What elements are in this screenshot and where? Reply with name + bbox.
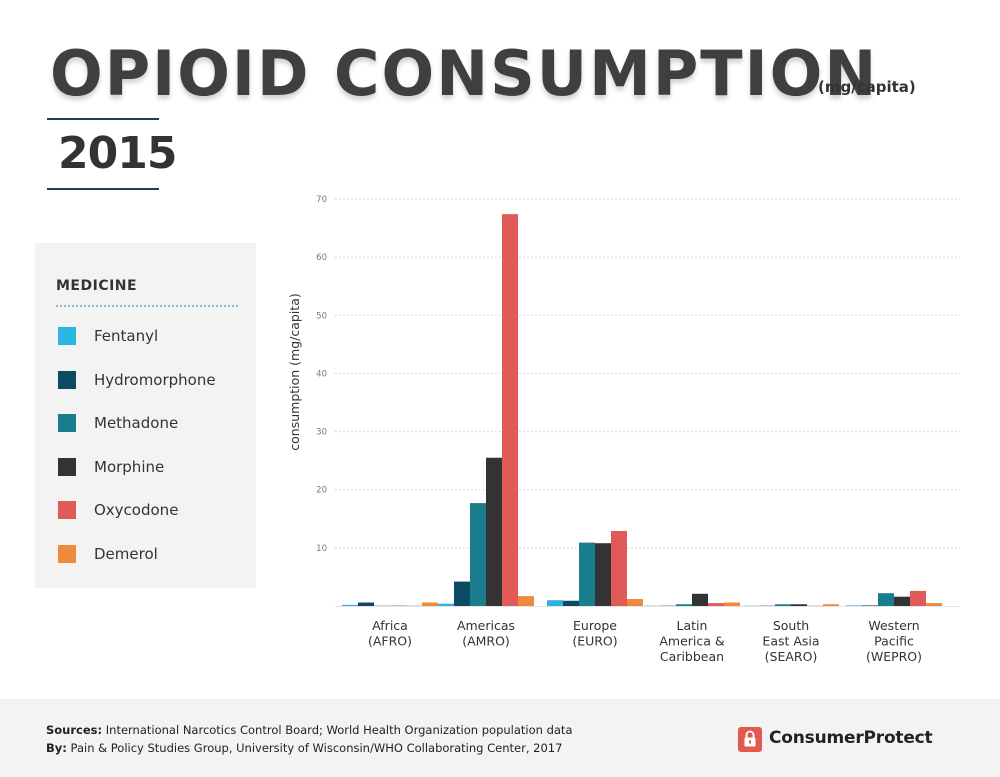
sources-line: Sources: International Narcotics Control… — [46, 723, 573, 737]
bar-hydromorphone — [862, 605, 878, 606]
x-category-label: (WEPRO) — [866, 649, 922, 664]
bar-demerol — [823, 604, 839, 606]
x-category-label: East Asia — [762, 634, 819, 649]
x-category-label: Africa — [372, 618, 408, 633]
legend-label: Morphine — [94, 457, 165, 476]
bar-oxycodone — [611, 530, 627, 606]
legend-title: MEDICINE — [56, 278, 138, 294]
bar-oxycodone — [708, 603, 724, 606]
bar-morphine — [595, 543, 611, 606]
y-tick-label: 10 — [316, 544, 327, 554]
sources-label: Sources: — [46, 723, 103, 737]
legend-swatch — [58, 501, 76, 520]
bar-fentanyl — [438, 603, 454, 606]
x-category-label: South — [773, 618, 809, 633]
bar-hydromorphone — [358, 602, 374, 606]
x-category-label: Caribbean — [660, 649, 724, 664]
bar-methadone — [775, 604, 791, 606]
legend-label: Methadone — [94, 414, 179, 433]
chart-title: OPIOID CONSUMPTION — [50, 37, 879, 110]
bar-chart: 10 20 30 40 50 60 70 consumption (mg/capita) Afr… — [287, 195, 960, 664]
bar-demerol — [627, 599, 643, 606]
x-category-label: Europe — [573, 618, 617, 633]
legend-divider — [56, 305, 238, 307]
bar-fentanyl — [342, 604, 358, 606]
x-category-label: Americas — [457, 618, 515, 633]
bar-methadone — [579, 542, 595, 606]
x-category-label: (AFRO) — [368, 634, 412, 649]
bar-demerol — [724, 602, 740, 606]
footer: Sources: International Narcotics Control… — [0, 699, 1000, 777]
y-tick-label: 70 — [316, 195, 327, 205]
bar-oxycodone — [910, 590, 926, 606]
x-category-label: (SEARO) — [765, 649, 818, 664]
bar-morphine — [692, 593, 708, 606]
x-category-label: (EURO) — [572, 634, 617, 649]
legend-label: Hydromorphone — [94, 370, 216, 389]
sources-text: International Narcotics Control Board; W… — [102, 723, 573, 737]
legend-swatch — [58, 370, 76, 389]
legend-swatch — [58, 457, 76, 476]
y-tick-label: 60 — [316, 253, 327, 263]
legend-swatch — [58, 414, 76, 433]
credit-line: By: Pain & Policy Studies Group, Univers… — [46, 741, 562, 755]
bar-hydromorphone — [454, 581, 470, 606]
x-category-label: Pacific — [874, 634, 914, 649]
title-unit: (mg/capita) — [818, 78, 916, 96]
credit-label: By: — [46, 741, 67, 755]
lock-icon — [738, 727, 762, 752]
year-label: 2015 — [58, 128, 177, 179]
legend-label: Oxycodone — [94, 501, 179, 520]
x-category-label: America & — [659, 634, 725, 649]
legend-swatch — [58, 327, 76, 345]
bar-methadone — [470, 503, 486, 606]
x-category-label: Latin — [677, 618, 708, 633]
legend: MEDICINE Fentanyl Hydromorphone Methadone M… — [35, 243, 256, 588]
bar-fentanyl — [846, 605, 862, 606]
y-tick-label: 20 — [316, 486, 327, 496]
credit-text: Pain & Policy Studies Group, University … — [66, 741, 563, 755]
bar-oxycodone — [502, 214, 518, 607]
bar-morphine — [894, 596, 910, 606]
brand-name: ConsumerProtect — [769, 728, 933, 748]
legend-swatch — [58, 545, 76, 563]
y-tick-label: 50 — [316, 311, 327, 321]
bar-demerol — [926, 603, 942, 606]
bar-fentanyl — [547, 600, 563, 606]
bar-morphine — [486, 457, 502, 606]
bar-demerol — [518, 596, 534, 606]
x-category-label: (AMRO) — [462, 634, 510, 649]
legend-label: Demerol — [94, 545, 158, 563]
y-tick-label: 40 — [316, 369, 327, 379]
year-box: 2015 — [47, 118, 177, 190]
legend-label: Fentanyl — [94, 327, 159, 345]
bar-methadone — [676, 604, 692, 606]
x-category-label: Western — [868, 618, 919, 633]
bar-methadone — [878, 593, 894, 606]
bar-demerol — [422, 602, 438, 606]
bar-morphine — [791, 604, 807, 606]
bar-hydromorphone — [563, 600, 579, 606]
y-axis-label: consumption (mg/capita) — [287, 293, 302, 450]
y-tick-label: 30 — [316, 428, 327, 438]
